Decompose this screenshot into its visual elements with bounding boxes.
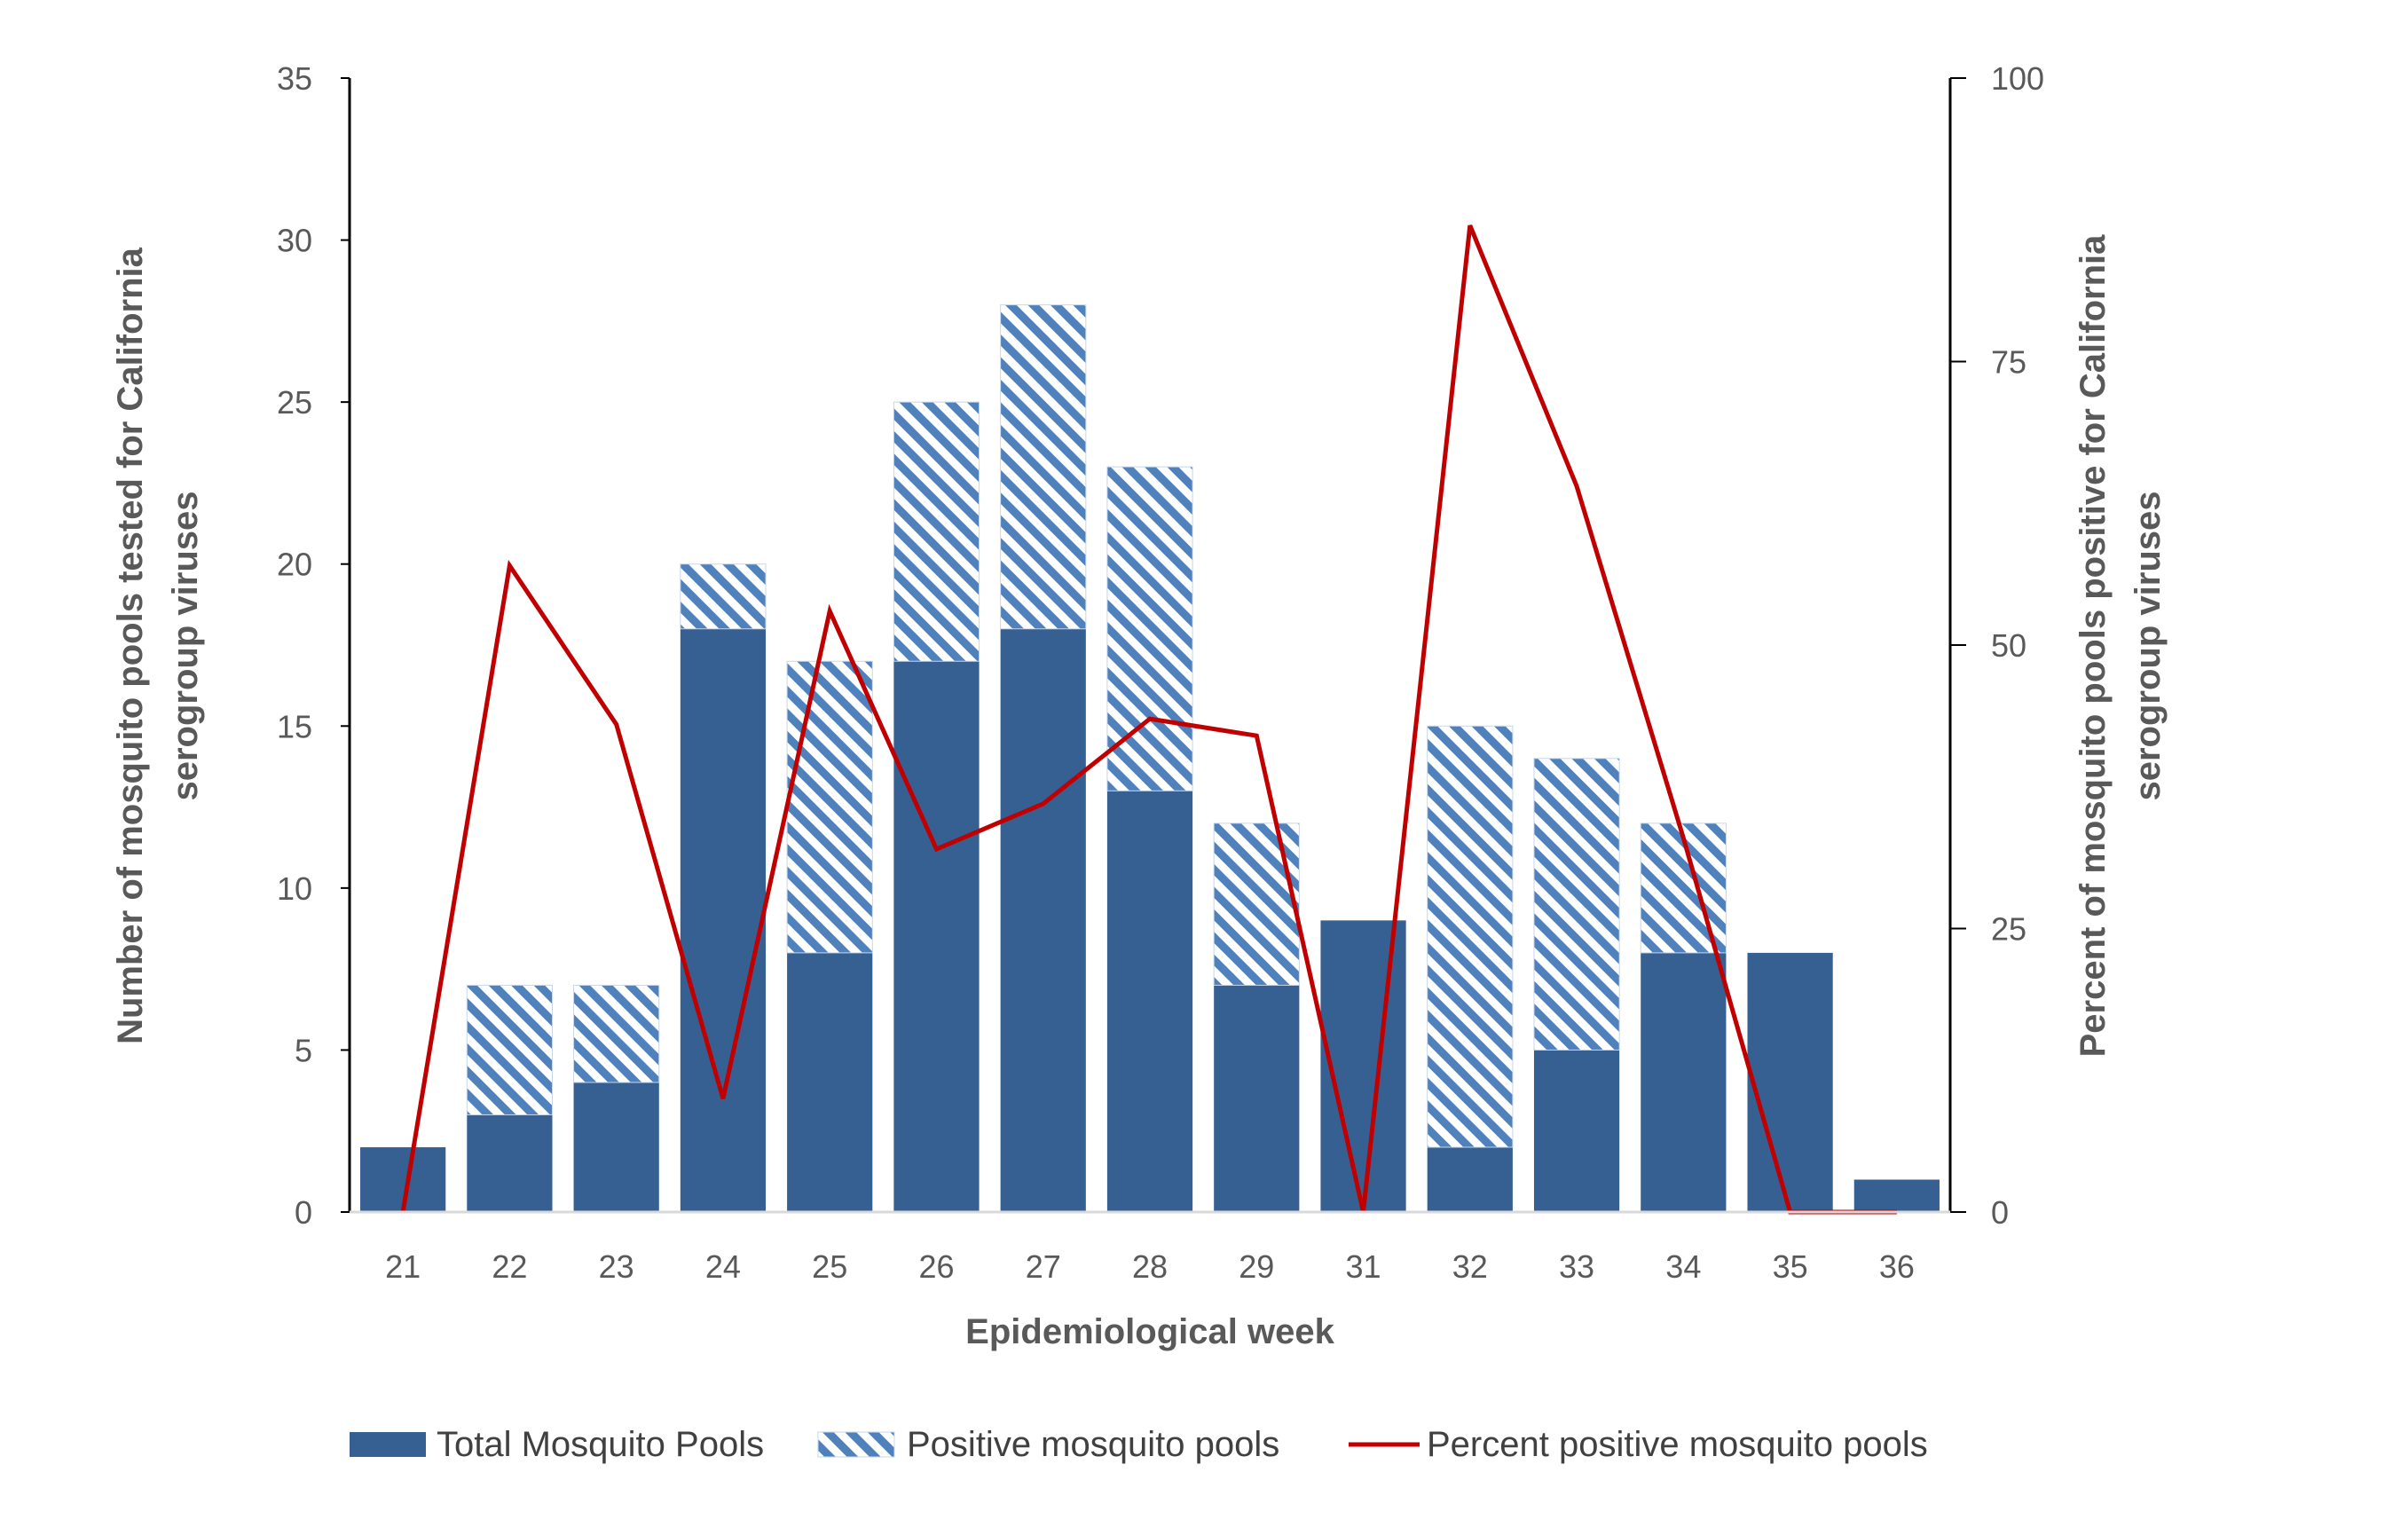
bar-positive-week-33 xyxy=(1533,758,1620,1051)
left-tick-label-20: 20 xyxy=(277,547,312,583)
x-axis-title: Epidemiological week xyxy=(965,1312,1334,1351)
right-axis-title: Percent of mosquito pools positive for C… xyxy=(2074,234,2168,1058)
bar-total-week-35 xyxy=(1747,952,1833,1212)
bar-total-week-33 xyxy=(1533,1050,1620,1212)
bar-positive-week-23 xyxy=(573,984,660,1083)
left-axis-title-line-1: Number of mosquito pools tested for Cali… xyxy=(111,247,150,1044)
bar-positive-week-27 xyxy=(1000,304,1087,630)
bar-positive-week-24 xyxy=(680,563,767,630)
x-tick-label-24: 24 xyxy=(705,1248,741,1285)
x-tick-label-27: 27 xyxy=(1026,1248,1061,1285)
right-tick-label-75: 75 xyxy=(1991,344,2026,381)
bar-positive-week-26 xyxy=(893,401,980,662)
legend-label-positive: Positive mosquito pools xyxy=(907,1425,1279,1464)
right-y-ticks: 0 25 50 75 100 xyxy=(1950,60,2044,1231)
right-tick-label-100: 100 xyxy=(1991,60,2044,97)
left-tick-label-30: 30 xyxy=(277,223,312,259)
legend-label-total: Total Mosquito Pools xyxy=(437,1425,764,1464)
bar-total-week-26 xyxy=(893,661,980,1212)
right-axis-title-line-1: Percent of mosquito pools positive for C… xyxy=(2074,234,2113,1058)
bar-total-week-27 xyxy=(1000,628,1086,1212)
bar-total-week-34 xyxy=(1641,952,1727,1212)
left-tick-label-35: 35 xyxy=(277,60,312,97)
left-axis-title: Number of mosquito pools tested for Cali… xyxy=(111,247,205,1044)
bar-total-week-23 xyxy=(573,1082,659,1212)
right-tick-label-25: 25 xyxy=(1991,911,2026,948)
x-tick-label-36: 36 xyxy=(1879,1248,1915,1285)
bar-total-week-22 xyxy=(467,1114,553,1212)
x-tick-label-32: 32 xyxy=(1452,1248,1488,1285)
right-tick-label-50: 50 xyxy=(1991,627,2026,664)
x-ticks: 21 22 23 24 25 26 27 28 29 31 32 33 34 35 36 xyxy=(385,1248,1915,1285)
left-tick-label-0: 0 xyxy=(295,1194,312,1231)
left-tick-label-10: 10 xyxy=(277,870,312,907)
legend-swatch-total xyxy=(350,1432,426,1457)
bar-total-week-31 xyxy=(1320,920,1406,1212)
x-tick-label-35: 35 xyxy=(1773,1248,1808,1285)
bar-total-week-36 xyxy=(1853,1179,1940,1212)
bar-positive-week-25 xyxy=(786,660,873,954)
right-tick-label-0: 0 xyxy=(1991,1194,2009,1231)
right-axis-title-line-2: serogroup viruses xyxy=(2129,491,2168,800)
x-tick-label-31: 31 xyxy=(1346,1248,1381,1285)
left-tick-label-25: 25 xyxy=(277,384,312,421)
bar-total-week-32 xyxy=(1427,1146,1513,1212)
x-tick-label-26: 26 xyxy=(918,1248,954,1285)
bars-layer xyxy=(360,304,1940,1212)
left-axis-title-line-2: serogroup viruses xyxy=(166,491,205,800)
left-tick-label-15: 15 xyxy=(277,708,312,744)
bar-total-week-24 xyxy=(680,628,767,1212)
bar-total-week-29 xyxy=(1214,985,1300,1212)
x-tick-label-22: 22 xyxy=(492,1248,527,1285)
left-y-ticks: 0 5 10 15 20 25 30 35 xyxy=(277,60,350,1231)
left-tick-label-5: 5 xyxy=(295,1032,312,1068)
x-tick-label-34: 34 xyxy=(1665,1248,1701,1285)
x-tick-label-21: 21 xyxy=(385,1248,421,1285)
legend: Total Mosquito Pools Positive mosquito p… xyxy=(350,1425,1928,1464)
bar-total-week-25 xyxy=(787,952,873,1212)
x-tick-label-33: 33 xyxy=(1559,1248,1594,1285)
legend-label-percent: Percent positive mosquito pools xyxy=(1427,1425,1928,1464)
legend-swatch-positive xyxy=(817,1431,895,1458)
x-tick-label-25: 25 xyxy=(812,1248,847,1285)
bar-positive-week-29 xyxy=(1213,823,1300,986)
x-tick-label-29: 29 xyxy=(1239,1248,1274,1285)
x-tick-label-23: 23 xyxy=(599,1248,634,1285)
bar-positive-week-22 xyxy=(466,984,554,1115)
x-tick-label-28: 28 xyxy=(1132,1248,1168,1285)
bar-positive-week-28 xyxy=(1106,466,1193,791)
bar-total-week-28 xyxy=(1106,791,1193,1212)
bar-positive-week-32 xyxy=(1427,725,1514,1148)
